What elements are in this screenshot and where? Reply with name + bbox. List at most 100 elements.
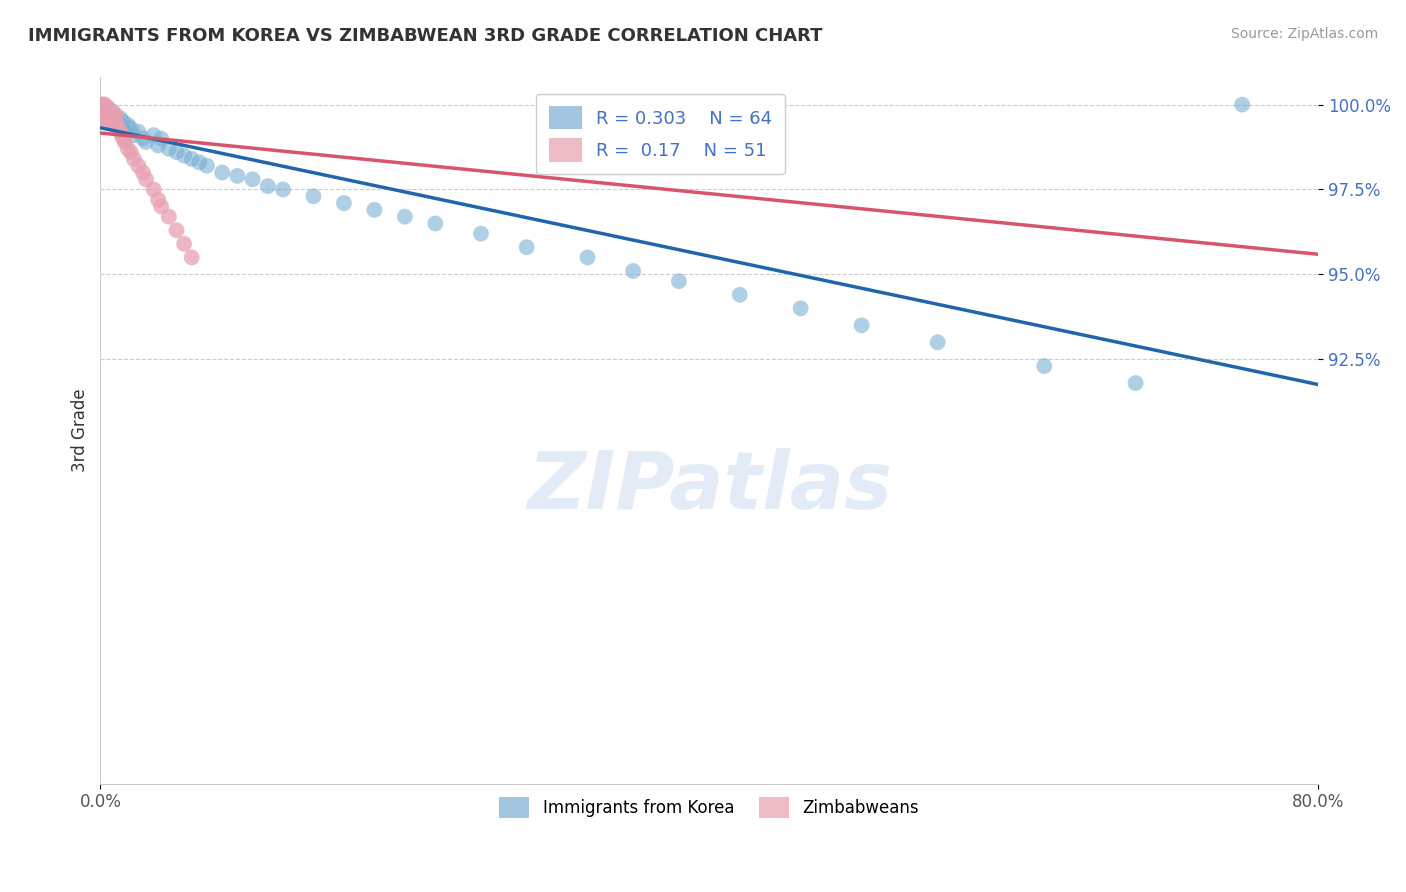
Point	[142, 182, 165, 196]
Point	[93, 108, 115, 122]
Point	[96, 104, 118, 119]
Point	[97, 108, 120, 122]
Point	[101, 111, 124, 125]
Point	[668, 274, 690, 288]
Point	[150, 199, 173, 213]
Text: Source: ZipAtlas.com: Source: ZipAtlas.com	[1230, 27, 1378, 41]
Point	[105, 118, 128, 132]
Point	[180, 152, 202, 166]
Point	[94, 97, 117, 112]
Point	[576, 251, 599, 265]
Point	[96, 104, 118, 119]
Point	[120, 145, 142, 160]
Point	[103, 111, 125, 125]
Point	[97, 101, 120, 115]
Point	[101, 114, 124, 128]
Point	[195, 159, 218, 173]
Point	[851, 318, 873, 333]
Point	[1230, 97, 1253, 112]
Point	[150, 131, 173, 145]
Text: ZIPatlas: ZIPatlas	[527, 448, 891, 526]
Point	[425, 217, 447, 231]
Point	[211, 165, 233, 179]
Point	[108, 111, 131, 125]
Point	[173, 148, 195, 162]
Point	[111, 121, 134, 136]
Point	[93, 111, 115, 125]
Point	[173, 236, 195, 251]
Point	[112, 131, 135, 145]
Y-axis label: 3rd Grade: 3rd Grade	[72, 389, 89, 473]
Point	[728, 287, 751, 301]
Point	[302, 189, 325, 203]
Point	[132, 131, 155, 145]
Point	[621, 264, 644, 278]
Point	[96, 101, 118, 115]
Point	[271, 182, 294, 196]
Point	[97, 114, 120, 128]
Point	[470, 227, 492, 241]
Point	[90, 101, 112, 115]
Point	[112, 114, 135, 128]
Point	[927, 335, 949, 350]
Point	[256, 179, 278, 194]
Point	[101, 108, 124, 122]
Point	[114, 135, 136, 149]
Point	[93, 97, 115, 112]
Point	[90, 101, 112, 115]
Point	[104, 114, 127, 128]
Point	[107, 118, 129, 132]
Point	[226, 169, 249, 183]
Point	[97, 101, 120, 115]
Point	[363, 202, 385, 217]
Point	[157, 142, 180, 156]
Point	[94, 101, 117, 115]
Point	[96, 111, 118, 125]
Point	[114, 125, 136, 139]
Point	[132, 165, 155, 179]
Point	[90, 104, 112, 119]
Point	[100, 114, 122, 128]
Point	[1033, 359, 1056, 373]
Point	[789, 301, 811, 316]
Point	[111, 128, 134, 143]
Point	[100, 111, 122, 125]
Point	[94, 108, 117, 122]
Point	[93, 108, 115, 122]
Point	[668, 108, 690, 122]
Point	[94, 108, 117, 122]
Point	[96, 108, 118, 122]
Point	[166, 223, 188, 237]
Point	[188, 155, 211, 169]
Point	[105, 114, 128, 128]
Point	[93, 104, 115, 119]
Point	[135, 135, 157, 149]
Point	[148, 138, 170, 153]
Point	[166, 145, 188, 160]
Point	[98, 104, 121, 119]
Point	[97, 108, 120, 122]
Point	[242, 172, 264, 186]
Point	[94, 104, 117, 119]
Point	[157, 210, 180, 224]
Point	[103, 108, 125, 122]
Point	[98, 111, 121, 125]
Point	[98, 104, 121, 119]
Point	[117, 142, 139, 156]
Point	[333, 196, 356, 211]
Point	[180, 251, 202, 265]
Legend: Immigrants from Korea, Zimbabweans: Immigrants from Korea, Zimbabweans	[492, 790, 927, 825]
Text: IMMIGRANTS FROM KOREA VS ZIMBABWEAN 3RD GRADE CORRELATION CHART: IMMIGRANTS FROM KOREA VS ZIMBABWEAN 3RD …	[28, 27, 823, 45]
Point	[120, 121, 142, 136]
Point	[107, 121, 129, 136]
Point	[117, 118, 139, 132]
Point	[1125, 376, 1147, 390]
Point	[122, 152, 145, 166]
Point	[127, 159, 149, 173]
Point	[98, 111, 121, 125]
Point	[94, 101, 117, 115]
Point	[104, 111, 127, 125]
Point	[90, 104, 112, 119]
Point	[100, 108, 122, 122]
Point	[93, 108, 115, 122]
